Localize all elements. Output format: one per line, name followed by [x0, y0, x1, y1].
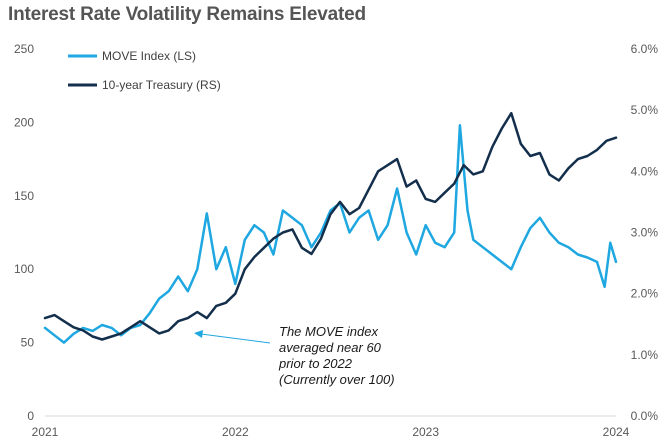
x-tick-label: 2023	[412, 425, 439, 439]
left-tick-label: 0	[27, 409, 34, 423]
left-tick-label: 200	[14, 115, 34, 129]
right-tick-label: 0.0%	[631, 409, 659, 423]
right-tick-label: 2.0%	[631, 287, 659, 301]
annotation-line-4: (Currently over 100)	[279, 372, 395, 387]
right-tick-label: 3.0%	[631, 226, 659, 240]
x-tick-label: 2021	[32, 425, 59, 439]
series-line-move-index	[43, 124, 618, 344]
left-tick-label: 50	[21, 336, 35, 350]
annotation-line-2: averaged near 60	[279, 340, 382, 355]
left-tick-label: 150	[14, 189, 34, 203]
annotation-line-1: The MOVE index	[279, 324, 378, 339]
annotation-line-3: prior to 2022	[278, 356, 353, 371]
chart-title: Interest Rate Volatility Remains Elevate…	[8, 4, 366, 25]
annotation: The MOVE index averaged near 60 prior to…	[278, 324, 395, 387]
right-tick-label: 6.0%	[631, 42, 659, 56]
x-tick-label: 2022	[222, 425, 249, 439]
left-axis: 0 50 100 150 200 250	[14, 42, 34, 423]
left-tick-label: 100	[14, 262, 34, 276]
right-tick-label: 4.0%	[631, 164, 659, 178]
legend-label-treasury: 10-year Treasury (RS)	[102, 78, 221, 92]
annotation-arrow	[194, 330, 271, 344]
x-tick-label: 2024	[603, 425, 630, 439]
legend-label-move: MOVE Index (LS)	[102, 49, 196, 63]
right-tick-label: 5.0%	[631, 103, 659, 117]
series-layer	[43, 111, 618, 344]
right-axis: 0.0% 1.0% 2.0% 3.0% 4.0% 5.0% 6.0%	[631, 42, 659, 423]
x-axis: 2021 2022 2023 2024	[32, 425, 630, 439]
right-tick-label: 1.0%	[631, 348, 659, 362]
legend: MOVE Index (LS) 10-year Treasury (RS)	[68, 49, 221, 92]
left-tick-label: 250	[14, 42, 34, 56]
series-line-10yr-treasury	[43, 111, 618, 341]
